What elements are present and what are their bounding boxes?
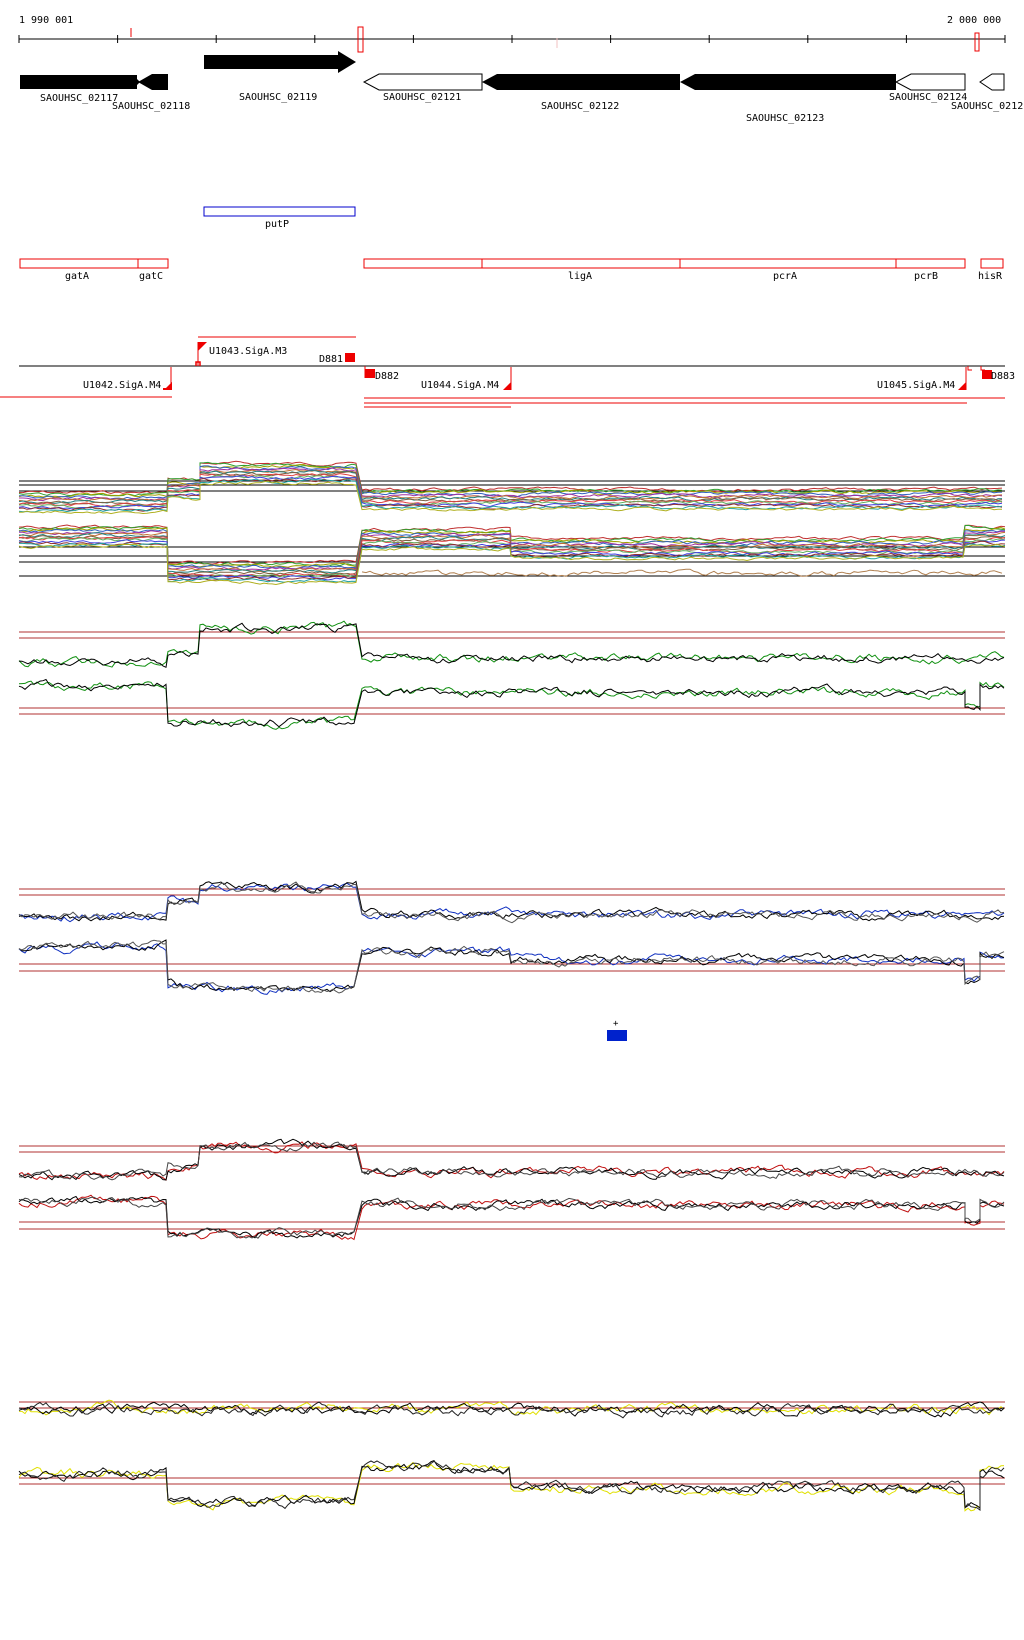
feature-label-gatA: gatA	[65, 271, 89, 282]
yellow-bottom-line	[18, 1459, 1005, 1510]
transcript-label-D881: D881	[319, 354, 343, 365]
yellow-expression-track	[18, 1399, 1005, 1512]
condition-top-line	[19, 480, 1002, 515]
feature-label-hisR: hisR	[978, 271, 1003, 282]
gene-label: SAOUHSC_02121	[383, 92, 461, 103]
feature-box-pcrA[interactable]	[679, 258, 897, 269]
feature-box[interactable]	[203, 206, 356, 217]
transcript-label-D882: D882	[375, 371, 399, 382]
gene-label: SAOUHSC_02117	[40, 93, 118, 104]
gene-label: SAOUHSC_02123	[746, 113, 824, 124]
gene-SAOUHSC_02117[interactable]: SAOUHSC_02117	[20, 75, 140, 104]
terminator-D882[interactable]	[365, 369, 375, 378]
gene-label: SAOUHSC_02118	[112, 101, 190, 112]
transcript-track: U1042.SigA.M4 U1043.SigA.M3 D881 D882 U1…	[0, 336, 1015, 408]
transcript-label-U1043: U1043.SigA.M3	[209, 346, 287, 357]
feature-label-gatC: gatC	[139, 271, 163, 282]
red-bottom-line	[18, 1196, 1005, 1239]
ruler-ticks	[18, 35, 1006, 43]
strand-legend: +	[607, 1019, 627, 1041]
transcript-label-U1042: U1042.SigA.M4	[83, 380, 161, 391]
gene-label: SAOUHSC_0212	[951, 101, 1023, 112]
condition-top-line	[19, 465, 1003, 500]
condition-top-line	[19, 467, 1003, 502]
feature-box-pcrB[interactable]	[895, 258, 966, 269]
red-feature-track: gatA gatC ligA pcrA pcrB hisR	[19, 258, 1004, 282]
gene-SAOUHSC_02124[interactable]: SAOUHSC_02124	[889, 73, 967, 103]
condition-top-line	[18, 460, 1003, 495]
blue-expression-track	[18, 880, 1005, 995]
condition-top-line	[19, 474, 1003, 509]
red-top-line	[18, 1141, 1005, 1181]
gene-track: SAOUHSC_02117 SAOUHSC_02118 SAOUHSC_0211…	[20, 51, 1023, 124]
condition-top-line	[18, 463, 1002, 498]
transcript-arrow	[164, 382, 172, 390]
condition-top-line	[18, 478, 1003, 513]
multi-condition-expression-track	[18, 460, 1006, 586]
gene-SAOUHSC_02123[interactable]: SAOUHSC_02123	[680, 74, 896, 124]
feature-box-ligA[interactable]	[481, 258, 681, 269]
gene-label: SAOUHSC_02122	[541, 101, 619, 112]
feature-box-ligA-left[interactable]	[363, 258, 483, 269]
condition-top-line	[18, 469, 1003, 505]
yellow-bottom-line	[18, 1460, 1005, 1511]
condition-bottom-line	[18, 543, 1006, 586]
yellow-bottom-line	[18, 1461, 1005, 1512]
terminator-D883[interactable]	[982, 370, 992, 379]
ruler-highlight-box-2	[974, 32, 980, 52]
ruler-start-label: 1 990 001	[19, 15, 73, 26]
gene-SAOUHSC_02121[interactable]: SAOUHSC_02121	[362, 73, 483, 103]
blue-top-line	[18, 881, 1005, 924]
gene-label: SAOUHSC_02119	[239, 92, 317, 103]
ruler-highlight-box	[357, 26, 364, 53]
feature-label-putP: putP	[265, 219, 289, 230]
gene-SAOUHSC_02119[interactable]: SAOUHSC_02119	[204, 51, 356, 103]
transcript-arrow	[503, 382, 511, 390]
ruler-end-label: 2 000 000	[947, 15, 1001, 26]
feature-box-gatA[interactable]	[19, 258, 139, 269]
gene-SAOUHSC_02122[interactable]: SAOUHSC_02122	[482, 74, 680, 112]
blue-bottom-line	[18, 941, 1005, 995]
feature-box-hisR[interactable]	[980, 258, 1004, 269]
green-bottom-line	[18, 678, 1005, 728]
blue-bottom-line	[18, 939, 1005, 994]
transcript-label-U1044: U1044.SigA.M4	[421, 380, 499, 391]
feature-label-pcrA: pcrA	[773, 271, 797, 282]
blue-feature-track: putP	[203, 206, 356, 230]
transcript-label-U1045: U1045.SigA.M4	[877, 380, 955, 391]
feature-box-gatC[interactable]	[137, 258, 169, 269]
yellow-top-line	[18, 1401, 1005, 1419]
terminator-D881[interactable]	[345, 353, 355, 362]
red-expression-track	[18, 1138, 1005, 1241]
gene-SAOUHSC_02118[interactable]: SAOUHSC_02118	[112, 74, 190, 112]
transcript-arrow	[198, 342, 207, 351]
transcript-label-D883: D883	[991, 371, 1015, 382]
gene-label: SAOUHSC_02124	[889, 92, 967, 103]
green-expression-track	[18, 620, 1005, 730]
condition-outlier-line	[361, 568, 1003, 577]
yellow-top-line	[18, 1401, 1005, 1418]
blue-top-line	[18, 880, 1005, 922]
strand-legend-swatch	[607, 1030, 627, 1041]
condition-top-line	[18, 468, 1003, 502]
transcript-arrow	[958, 382, 966, 390]
strand-legend-label: +	[613, 1019, 619, 1029]
condition-top-line	[18, 461, 1003, 497]
feature-label-pcrB: pcrB	[914, 271, 938, 282]
feature-label-ligA: ligA	[568, 271, 592, 282]
coordinate-ruler: 1 990 001 2 000 000	[18, 15, 1006, 53]
gene-SAOUHSC_02125[interactable]: SAOUHSC_0212	[951, 73, 1023, 112]
green-top-line	[18, 622, 1005, 669]
blue-top-line	[19, 882, 1005, 923]
